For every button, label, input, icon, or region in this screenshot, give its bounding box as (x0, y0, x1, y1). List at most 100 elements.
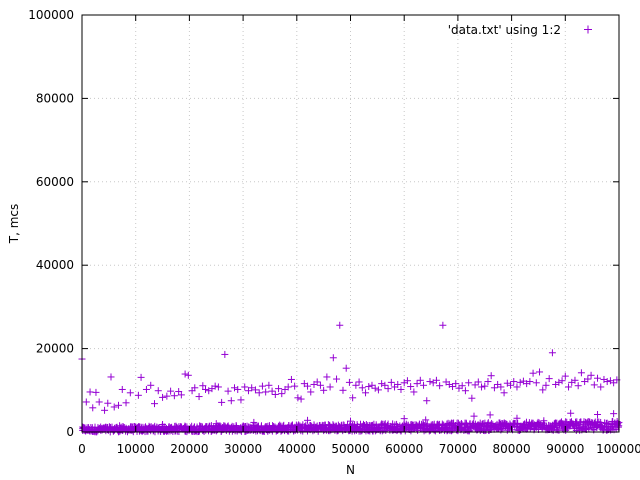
data-point (107, 373, 115, 381)
data-point (529, 369, 537, 377)
data-point (211, 382, 219, 390)
y-tick-label: 40000 (36, 258, 74, 272)
data-point (470, 412, 478, 420)
data-point (571, 376, 579, 384)
data-point (452, 380, 460, 388)
data-point (400, 415, 408, 423)
data-point (284, 383, 292, 391)
data-point (584, 375, 592, 383)
data-point (548, 349, 556, 357)
x-tick-label: 0 (78, 442, 86, 456)
data-point (101, 406, 109, 414)
data-point (104, 399, 112, 407)
data-point (532, 379, 540, 387)
y-axis-label: T, mcs (7, 204, 21, 245)
data-point (159, 420, 167, 428)
data-point (163, 392, 171, 400)
data-point (221, 350, 229, 358)
data-point (118, 385, 126, 393)
data-point (234, 385, 242, 393)
data-point (339, 386, 347, 394)
data-point (287, 375, 295, 383)
data-point (542, 381, 550, 389)
data-point (484, 378, 492, 386)
data-point (147, 381, 155, 389)
data-point (167, 387, 175, 395)
data-point (384, 385, 392, 393)
data-point (342, 364, 350, 372)
x-tick-label: 20000 (170, 442, 208, 456)
data-point (248, 384, 256, 392)
legend: 'data.txt' using 1:2 (448, 23, 592, 37)
data-point (358, 384, 366, 392)
data-point (262, 388, 270, 396)
data-point (610, 410, 618, 418)
data-point (539, 386, 547, 394)
x-tick-label: 100000 (596, 442, 640, 456)
data-point (365, 383, 373, 391)
data-point (536, 368, 544, 376)
data-point (170, 392, 178, 400)
data-point (224, 387, 232, 395)
data-point (403, 377, 411, 385)
data-point (487, 372, 495, 380)
data-point (268, 387, 276, 395)
data-point (333, 375, 341, 383)
data-point (565, 383, 573, 391)
data-point (177, 391, 185, 399)
data-point (577, 369, 585, 377)
data-point (478, 383, 486, 391)
data-point (115, 401, 123, 409)
data-point (436, 382, 444, 390)
axis-ticks: 0 10000 20000 30000 40000 50000 60000 70000 8000… (28, 8, 640, 456)
data-point (291, 382, 299, 390)
data-point (241, 383, 249, 391)
data-point (500, 389, 508, 397)
data-point (490, 384, 498, 392)
data-point (481, 382, 489, 390)
data-point (184, 371, 192, 379)
data-point (214, 383, 222, 391)
data-point (294, 394, 302, 402)
data-point (567, 409, 575, 417)
data-point (387, 378, 395, 386)
data-point (345, 378, 353, 386)
data-point (458, 382, 466, 390)
data-point (304, 416, 312, 424)
data-point (513, 383, 521, 391)
y-tick-label: 80000 (36, 91, 74, 105)
y-tick-label: 20000 (36, 342, 74, 356)
data-point (154, 387, 162, 395)
data-point (465, 379, 473, 387)
data-point (307, 388, 315, 396)
data-point (471, 381, 479, 389)
data-point (516, 378, 524, 386)
data-point (110, 403, 118, 411)
data-point (439, 321, 447, 329)
data-point (202, 385, 210, 393)
data-point (237, 396, 245, 404)
data-point (137, 373, 145, 381)
data-point (587, 371, 595, 379)
data-point (150, 400, 158, 408)
data-point (362, 389, 370, 397)
data-point (614, 423, 622, 431)
data-point (347, 417, 354, 425)
data-point (304, 382, 312, 390)
data-point (313, 378, 321, 386)
data-point (426, 378, 434, 386)
data-point (336, 321, 344, 329)
data-point (251, 386, 259, 394)
data-point (258, 382, 266, 390)
x-tick-label: 50000 (331, 442, 369, 456)
data-point (323, 373, 331, 381)
data-point (212, 420, 220, 428)
data-point (199, 382, 207, 390)
data-point (275, 385, 283, 393)
data-point (159, 393, 167, 401)
data-point (610, 379, 618, 387)
x-tick-label: 30000 (224, 442, 262, 456)
data-point (555, 378, 563, 386)
data-point (250, 418, 258, 426)
